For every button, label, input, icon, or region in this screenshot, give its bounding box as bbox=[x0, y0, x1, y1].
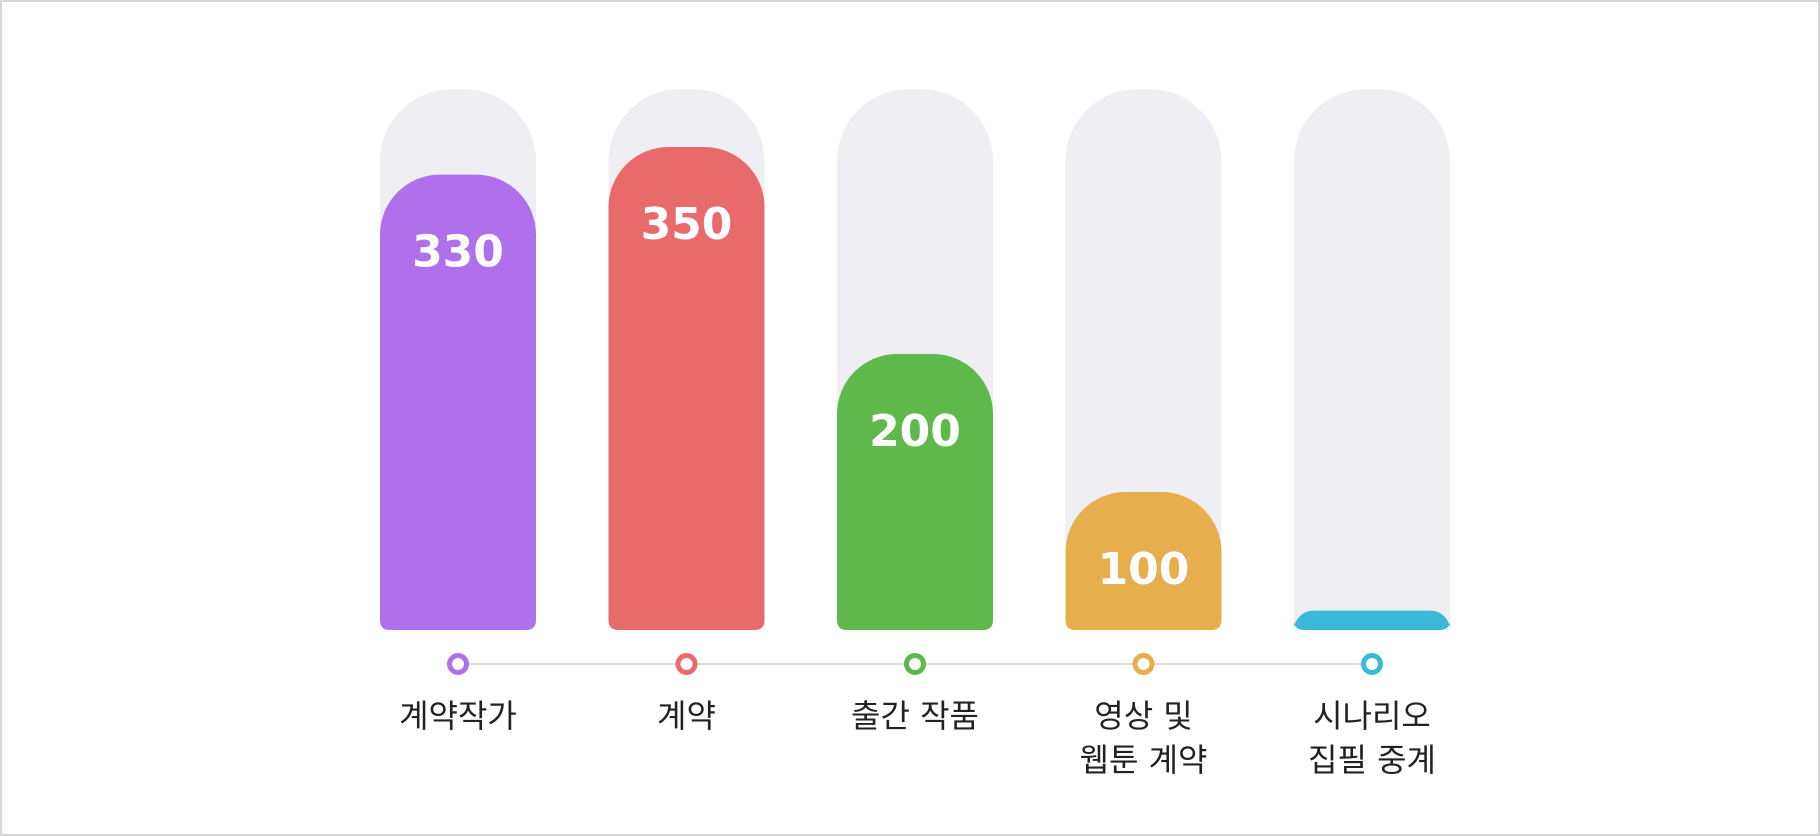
bar-track-4 bbox=[1065, 88, 1222, 630]
bar-4 bbox=[1065, 492, 1222, 630]
value-label-4: 100 bbox=[1098, 544, 1190, 595]
bar-5 bbox=[1294, 610, 1450, 630]
marker-dot-3 bbox=[904, 653, 926, 675]
category-label-line: 집필 중계 bbox=[1308, 741, 1436, 779]
bar-track-5 bbox=[1294, 89, 1450, 630]
marker-dot-2 bbox=[675, 653, 698, 675]
category-label-line: 시나리오 bbox=[1313, 697, 1431, 735]
value-label-1: 330 bbox=[412, 227, 504, 278]
category-label-2: 계약 bbox=[567, 694, 807, 738]
category-label-line: 영상 및 bbox=[1094, 697, 1193, 735]
bar-2 bbox=[608, 147, 765, 630]
marker-dot-5 bbox=[1361, 653, 1383, 675]
category-label-line: 출간 작품 bbox=[851, 697, 979, 735]
value-label-3: 200 bbox=[869, 406, 961, 457]
category-label-line: 계약 bbox=[657, 697, 716, 735]
bar-1 bbox=[380, 174, 536, 630]
category-label-3: 출간 작품 bbox=[795, 694, 1035, 738]
category-label-line: 계약작가 bbox=[399, 697, 517, 735]
bar-3 bbox=[837, 354, 993, 630]
marker-dot-1 bbox=[447, 653, 469, 675]
category-label-1: 계약작가 bbox=[338, 694, 578, 738]
marker-dot-4 bbox=[1132, 653, 1155, 675]
category-label-line: 웹툰 계약 bbox=[1079, 741, 1208, 779]
value-label-2: 350 bbox=[641, 199, 733, 250]
